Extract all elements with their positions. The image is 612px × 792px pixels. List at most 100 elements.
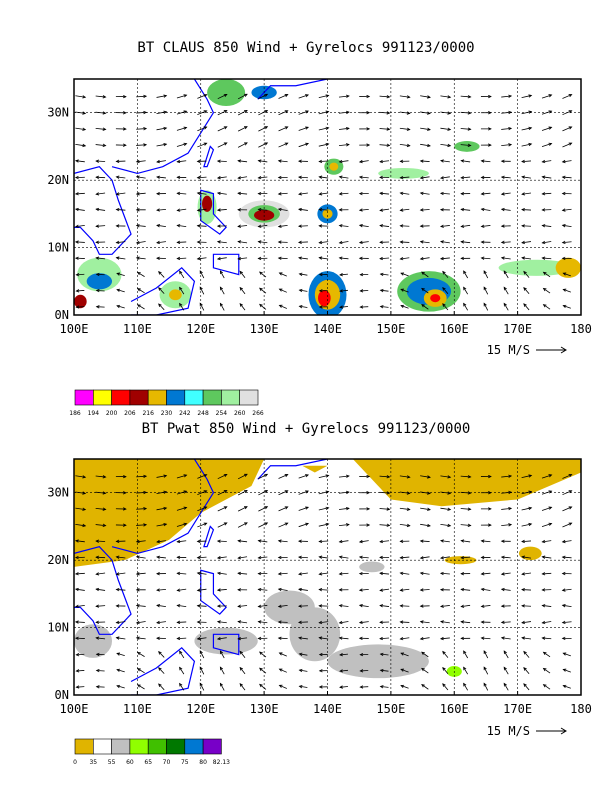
wind-vector-head	[427, 143, 431, 148]
wind-vector	[461, 621, 471, 624]
wind-vector-head	[158, 650, 162, 655]
wind-vector-head	[561, 604, 566, 608]
wind-vector	[137, 684, 145, 690]
wind-vector-head	[406, 127, 411, 131]
wind-vector-head	[399, 208, 404, 212]
wind-vector-head	[237, 620, 242, 624]
wind-vector-head	[503, 286, 507, 291]
wind-vector	[217, 257, 227, 260]
wind-vector-head	[521, 224, 525, 228]
wind-vector	[501, 556, 511, 559]
wind-vector-head	[163, 506, 168, 511]
wind-vector	[420, 127, 431, 131]
x-tick-label: 150E	[376, 702, 405, 716]
wind-vector	[440, 621, 450, 624]
wind-vector	[177, 637, 187, 640]
wind-vector-head	[74, 159, 79, 163]
wind-vector-head	[278, 668, 283, 672]
wind-vector-head	[196, 208, 201, 212]
wind-vector-head	[298, 207, 302, 212]
wind-vector-head	[427, 95, 431, 99]
wind-vector-head	[143, 490, 148, 495]
x-tick-label: 160E	[440, 702, 469, 716]
coastline	[111, 459, 215, 555]
wind-vector-head	[358, 604, 363, 608]
wind-vector-head	[82, 475, 87, 479]
wind-vector-head	[277, 224, 282, 228]
wind-vector	[562, 474, 572, 479]
wind-vector-head	[74, 604, 79, 608]
wind-vector-head	[379, 636, 383, 641]
wind-vector	[399, 507, 410, 510]
wind-vector-head	[399, 159, 404, 163]
wind-vector-head	[500, 539, 505, 543]
wind-vector-head	[284, 126, 289, 130]
wind-vector	[75, 507, 86, 511]
wind-vector	[239, 651, 246, 658]
wind-vector-head	[278, 684, 283, 688]
wind-vector	[136, 160, 146, 163]
wind-vector-head	[508, 506, 513, 511]
wind-vector	[440, 95, 451, 98]
wind-vector	[258, 142, 268, 148]
wind-vector-head	[379, 224, 384, 228]
wind-vector-head	[102, 507, 107, 511]
wind-vector-head	[264, 506, 269, 510]
wind-vector-head	[183, 474, 188, 478]
wind-vector-head	[561, 224, 566, 228]
wind-vector	[543, 271, 551, 278]
wind-vector-head	[523, 666, 527, 671]
wind-vector	[339, 192, 349, 195]
wind-vector	[461, 556, 471, 559]
wind-vector-head	[74, 175, 79, 180]
wind-vector	[562, 224, 572, 228]
wind-vector	[136, 95, 147, 98]
wind-vector	[319, 192, 329, 195]
wind-vector-head	[399, 636, 404, 641]
wind-vector	[380, 572, 390, 575]
wind-vector-head	[399, 555, 404, 560]
wind-vector-head	[135, 572, 140, 576]
wind-vector-head	[463, 270, 467, 275]
wind-vector	[440, 507, 451, 510]
wind-vector-head	[488, 143, 492, 147]
wind-vector-head	[75, 272, 80, 277]
wind-vector-head	[542, 651, 547, 656]
wind-vector	[116, 589, 126, 591]
pwat-region	[302, 465, 328, 473]
wind-vector-head	[318, 604, 323, 608]
colorbar-swatch	[184, 738, 204, 755]
wind-vector-head	[483, 650, 487, 654]
wind-vector-head	[318, 272, 323, 277]
wind-vector-head	[196, 175, 201, 180]
wind-vector-head	[257, 256, 262, 261]
wind-vector-head	[115, 636, 120, 640]
wind-vector-head	[541, 256, 546, 260]
wind-vector-head	[298, 636, 302, 640]
wind-vector-head	[163, 126, 168, 131]
wind-vector-head	[95, 175, 100, 179]
wind-vector	[217, 126, 227, 132]
y-tick-label: 30N	[47, 486, 69, 500]
wind-vector-head	[179, 270, 183, 275]
coastline	[200, 189, 227, 235]
wind-vector	[562, 588, 572, 591]
wind-vector-head	[237, 208, 241, 212]
wind-vector-head	[95, 555, 100, 559]
wind-vector	[75, 111, 86, 114]
wind-vector	[420, 176, 430, 179]
wind-vector-head	[568, 94, 573, 98]
wind-vector-head	[508, 143, 513, 147]
wind-vector-head	[216, 637, 221, 641]
wind-vector	[463, 270, 469, 279]
wind-vector-head	[264, 126, 269, 130]
wind-vector-head	[483, 682, 487, 687]
wind-vector	[258, 506, 268, 512]
wind-vector-head	[561, 240, 566, 245]
wind-vector-head	[244, 110, 248, 114]
wind-vector	[501, 507, 512, 510]
wind-vector-head	[379, 588, 384, 592]
wind-vector-head	[74, 587, 79, 592]
wind-vector-head	[216, 604, 221, 608]
wind-vector-head	[483, 666, 487, 671]
